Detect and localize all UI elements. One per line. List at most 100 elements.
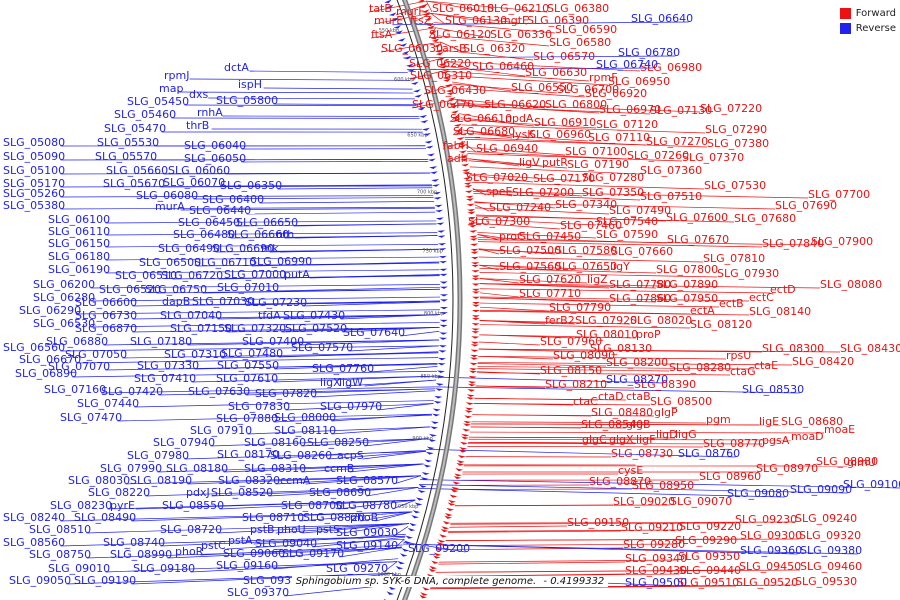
reverse-gene-label: SLG_06490 — [158, 242, 220, 255]
forward-gene-label: SLG_07370 — [682, 151, 744, 164]
forward-leader-line — [478, 241, 763, 248]
forward-gene-label: lysK — [512, 128, 535, 141]
reverse-leader-line — [273, 558, 399, 570]
forward-gene-arrow — [424, 17, 433, 21]
reverse-leader-line — [418, 488, 785, 498]
reverse-leader-line — [342, 326, 440, 333]
forward-gene-label: SLG_06220 — [409, 57, 471, 70]
reverse-leader-line — [160, 535, 406, 547]
reverse-gene-label: SLG_07980 — [127, 449, 189, 462]
reverse-leader-line — [268, 487, 419, 497]
reverse-gene-arrow — [397, 37, 406, 42]
forward-leader-line — [475, 215, 735, 223]
reverse-gene-arrow — [430, 421, 439, 424]
reverse-gene-label: SLG_07760 — [312, 362, 374, 375]
reverse-gene-label: SLG_07410 — [134, 372, 196, 385]
reverse-gene-label: SLG_05660 — [106, 164, 168, 177]
forward-gene-arrow — [452, 481, 461, 485]
reverse-gene-label: SLG_06100 — [48, 213, 110, 226]
forward-gene-label: pgsA — [762, 434, 790, 447]
forward-gene-arrow — [460, 441, 469, 445]
reverse-gene-label: SLG_09310 — [243, 574, 305, 587]
reverse-gene-label: SLG_09010 — [48, 562, 110, 575]
reverse-leader-line — [125, 475, 421, 485]
forward-gene-arrow — [465, 195, 474, 199]
reverse-leader-line — [226, 538, 405, 550]
reverse-gene-arrow — [439, 337, 448, 340]
forward-leader-line — [464, 138, 708, 148]
reverse-gene-arrow — [431, 178, 440, 182]
reverse-gene-label: SLG_08820 — [303, 511, 365, 524]
forward-gene-label: ctaE — [754, 359, 778, 372]
reverse-gene-label: map — [159, 82, 183, 95]
reverse-gene-arrow — [418, 484, 427, 488]
forward-leader-line — [475, 207, 610, 215]
reverse-gene-label: SLG_08550 — [162, 499, 224, 512]
forward-gene-label: SLG_08080 — [820, 278, 882, 291]
forward-leader-line — [479, 264, 500, 271]
reverse-gene-label: SLG_06480 — [173, 228, 235, 241]
forward-gene-label: proP — [636, 328, 661, 341]
reverse-gene-arrow — [432, 191, 441, 195]
reverse-gene-label: pstB — [250, 523, 275, 536]
forward-leader-line — [430, 13, 446, 25]
reverse-gene-label: SLG_07150 — [170, 322, 232, 335]
forward-gene-label: SLG_08090 — [553, 349, 615, 362]
forward-gene-label: SLG_06550 — [511, 81, 573, 94]
forward-gene-label: SLG_08970 — [756, 462, 818, 475]
forward-leader-line — [456, 98, 546, 109]
forward-leader-line — [479, 272, 718, 278]
reverse-gene-arrow — [407, 527, 416, 532]
reverse-leader-line — [90, 296, 440, 302]
reverse-gene-arrow — [417, 489, 426, 493]
forward-gene-arrow — [431, 560, 439, 564]
reverse-gene-label: SLG_08710 — [242, 511, 304, 524]
forward-leader-line — [444, 543, 676, 547]
forward-gene-arrow — [471, 275, 480, 278]
forward-gene-arrow — [470, 349, 479, 352]
forward-gene-arrow — [456, 460, 465, 464]
forward-gene-label: SLG_06130 — [445, 14, 507, 27]
forward-gene-arrow — [419, 3, 428, 8]
reverse-gene-label: SLG_07070 — [48, 360, 110, 373]
reverse-gene-label: SLG_06180 — [48, 250, 110, 263]
forward-gene-label: SLG_06430 — [424, 84, 486, 97]
forward-leader-line — [478, 348, 841, 353]
forward-gene-label: SLG_07700 — [808, 188, 870, 201]
forward-leader-line — [457, 103, 701, 113]
forward-gene-arrow — [451, 110, 459, 114]
reverse-gene-label: SLG_08560 — [3, 536, 65, 549]
forward-gene-arrow — [470, 357, 479, 360]
forward-gene-arrow — [437, 57, 446, 61]
forward-gene-label: SLG_07380 — [707, 137, 769, 150]
forward-gene-label: mgtE — [500, 14, 529, 27]
reverse-gene-arrow — [401, 548, 410, 552]
reverse-gene-arrow — [432, 408, 441, 412]
forward-leader-line — [445, 60, 473, 71]
reverse-leader-line — [341, 523, 409, 534]
forward-gene-arrow — [471, 296, 480, 299]
forward-leader-line — [477, 232, 597, 239]
reverse-gene-arrow — [407, 68, 416, 73]
forward-gene-arrow — [467, 389, 476, 392]
reverse-leader-line — [259, 201, 435, 204]
forward-gene-label: SLG_09320 — [799, 529, 861, 542]
reverse-gene-arrow — [411, 515, 419, 519]
reverse-gene-label: putA — [284, 268, 310, 281]
forward-gene-label: moaE — [824, 423, 855, 436]
reverse-gene-label: SLG_07480 — [221, 347, 283, 360]
forward-gene-label: SLG_08870 — [589, 475, 651, 488]
forward-gene-arrow — [466, 394, 475, 398]
reverse-gene-label: SLG_07420 — [101, 385, 163, 398]
reverse-gene-label: SLG_05570 — [95, 150, 157, 163]
forward-gene-label: SLG_07680 — [734, 212, 796, 225]
reverse-leader-line — [418, 484, 848, 494]
reverse-leader-line — [295, 235, 438, 239]
forward-gene-label: SLG_08950 — [632, 479, 694, 492]
reverse-leader-line — [340, 314, 440, 320]
reverse-gene-arrow — [425, 451, 434, 455]
reverse-gene-label: SLG_06600 — [75, 296, 137, 309]
reverse-gene-label: SLG_09100 — [843, 478, 900, 491]
forward-gene-arrow — [420, 592, 428, 596]
